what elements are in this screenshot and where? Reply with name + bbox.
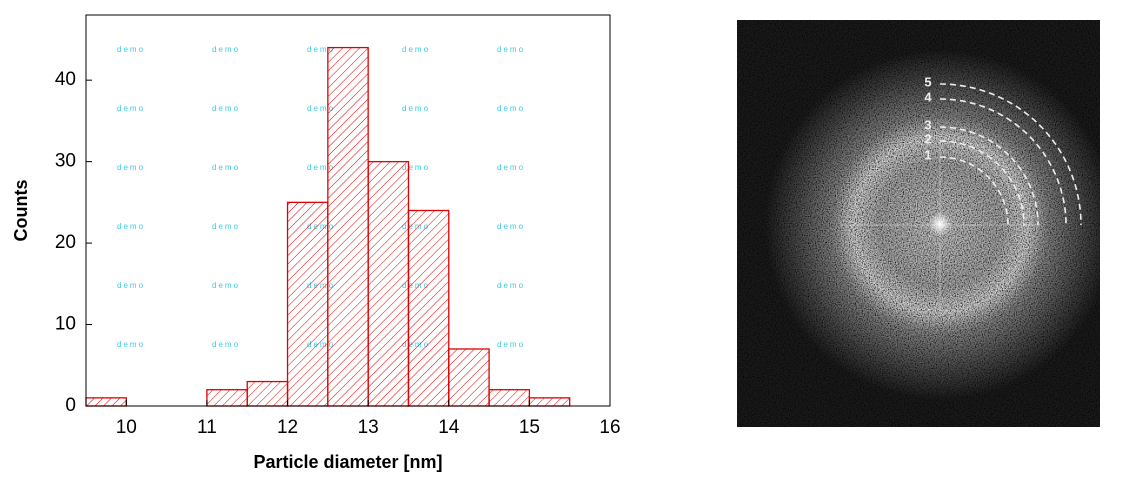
watermark: demo (117, 281, 145, 290)
ring-label: 4 (924, 89, 932, 104)
bar (488, 389, 531, 407)
y-axis-title: Counts (11, 180, 31, 242)
plot-frame (85, 14, 611, 407)
watermark: demo (497, 340, 525, 349)
bar (448, 348, 490, 407)
watermark: demo (402, 163, 430, 172)
bar (85, 397, 127, 407)
ring-arc (939, 83, 1082, 226)
ring-label: 3 (924, 117, 931, 132)
watermark: demo (497, 45, 525, 54)
watermark: demo (117, 340, 145, 349)
watermark: demo (402, 45, 430, 54)
histogram: demo demo demo demo demo demo demo demo demo demo… (11, 14, 621, 472)
ring-label: 1 (924, 147, 931, 162)
watermark: demo (497, 222, 525, 231)
x-axis-title: Particle diameter [nm] (253, 452, 442, 472)
watermark: demo (117, 163, 145, 172)
x-tick-label: 12 (277, 417, 298, 438)
watermark: demo (117, 45, 145, 54)
watermark: demo (497, 163, 525, 172)
watermark: demo (212, 163, 240, 172)
watermark: demo (117, 104, 145, 113)
ring-label: 5 (924, 74, 931, 89)
x-tick-label: 13 (358, 417, 379, 438)
watermark: demo (212, 281, 240, 290)
ring-label: 2 (924, 131, 931, 146)
watermark: demo (497, 104, 525, 113)
y-tick-label: 10 (55, 314, 76, 335)
x-tick-label: 15 (519, 417, 540, 438)
bar (246, 380, 289, 407)
watermark: demo (307, 104, 335, 113)
bar (206, 389, 248, 407)
x-tick-label: 10 (116, 417, 137, 438)
bar (367, 160, 410, 407)
ring-arc (939, 126, 1039, 226)
x-tick-label: 11 (197, 417, 217, 438)
x-tick-label: 16 (599, 417, 620, 438)
x-tick-label: 14 (438, 417, 460, 438)
bar (286, 201, 329, 407)
image-core (928, 212, 952, 236)
diffraction-pattern: 123 45 (737, 20, 1100, 427)
watermark: demo (212, 104, 240, 113)
y-tick-label: 30 (55, 151, 76, 172)
watermark: demo (212, 45, 240, 54)
bar (407, 209, 450, 407)
y-tick-label: 0 (65, 395, 76, 416)
watermark: demo (307, 163, 335, 172)
ring-arc (939, 140, 1025, 226)
watermark: demo (212, 340, 240, 349)
watermark: demo (117, 222, 145, 231)
ring-arc (939, 156, 1009, 226)
watermark: demo (212, 222, 240, 231)
ring-arc (939, 98, 1067, 226)
bar (327, 46, 369, 407)
y-tick-label: 40 (55, 69, 76, 90)
watermark: demo (307, 45, 335, 54)
bar (528, 397, 571, 407)
y-tick-label: 20 (55, 232, 76, 253)
image-noise (737, 20, 1100, 427)
watermark: demo (497, 281, 525, 290)
watermark: demo (402, 104, 430, 113)
